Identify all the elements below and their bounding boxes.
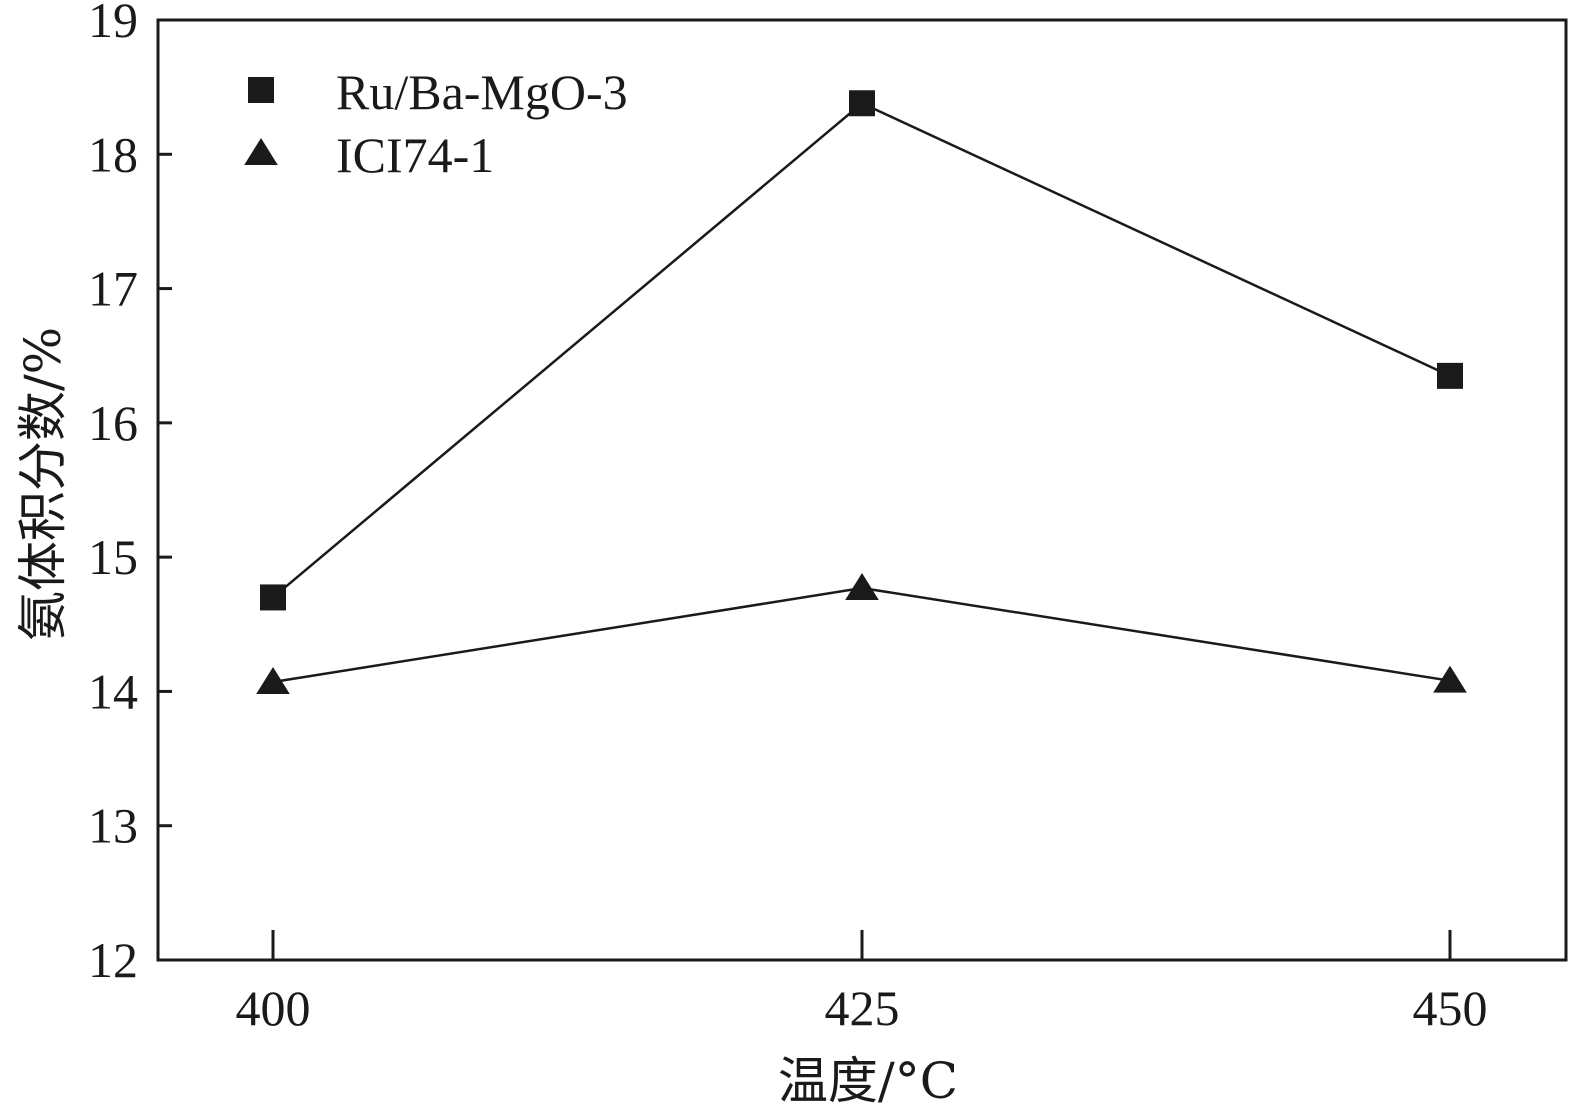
series-line bbox=[272, 586, 1451, 684]
y-tick-label: 17 bbox=[88, 261, 138, 317]
x-axis: 400 425 450 bbox=[236, 930, 1488, 1036]
legend-marker bbox=[244, 138, 278, 165]
x-tick-label: 425 bbox=[825, 980, 900, 1036]
data-point bbox=[260, 584, 286, 611]
data-point bbox=[1433, 665, 1467, 693]
x-tick-label: 400 bbox=[236, 980, 311, 1036]
legend-label: Ru/Ba-MgO-3 bbox=[336, 64, 628, 120]
y-tick-label: 18 bbox=[88, 126, 138, 182]
data-point bbox=[1437, 362, 1463, 389]
series-markers bbox=[256, 90, 1467, 695]
data-point bbox=[849, 90, 875, 117]
data-point bbox=[845, 573, 879, 601]
y-tick-label: 12 bbox=[88, 932, 138, 988]
y-axis-title: 氨体积分数/% bbox=[14, 327, 72, 641]
x-axis-title: 温度/°C bbox=[778, 1052, 958, 1109]
data-point bbox=[256, 667, 290, 695]
y-tick-label: 19 bbox=[88, 0, 138, 48]
x-tick-label: 450 bbox=[1413, 980, 1488, 1036]
y-tick-label: 13 bbox=[88, 798, 138, 854]
legend-marker bbox=[248, 77, 274, 103]
y-tick-label: 16 bbox=[88, 395, 138, 451]
y-tick-label: 15 bbox=[88, 529, 138, 585]
legend: Ru/Ba-MgO-3 ICI74-1 bbox=[244, 64, 628, 183]
y-tick-label: 14 bbox=[88, 663, 138, 719]
legend-label: ICI74-1 bbox=[336, 127, 494, 183]
y-axis: 12 13 14 15 16 17 18 19 bbox=[88, 0, 172, 988]
